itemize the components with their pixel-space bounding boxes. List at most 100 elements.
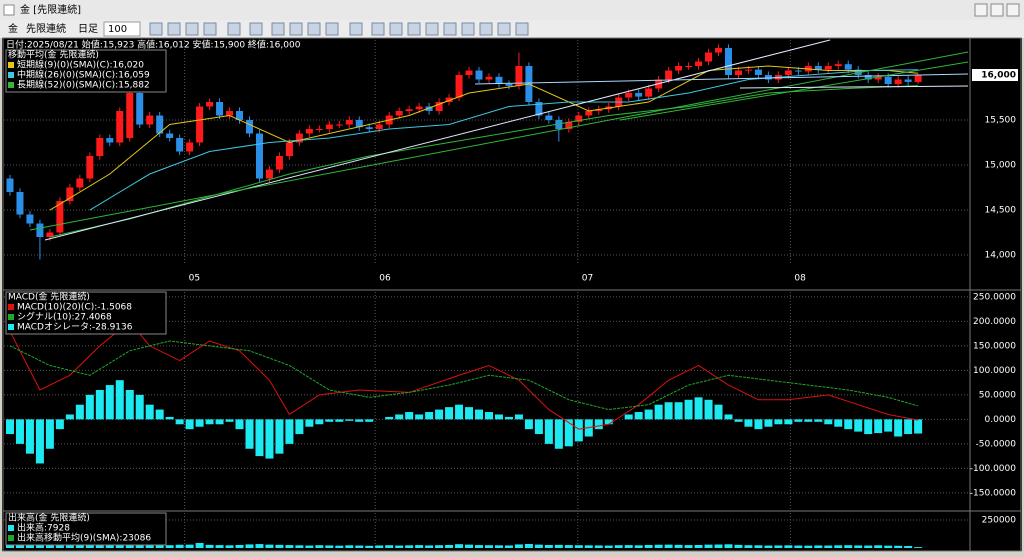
candle-body — [126, 93, 134, 139]
volume-bar — [764, 545, 773, 548]
volume-bar — [225, 545, 234, 548]
candle-body — [305, 129, 313, 134]
oscillator-bar — [664, 402, 673, 420]
volume-bar — [55, 544, 64, 548]
y-tick-label: 15,000 — [985, 161, 1017, 171]
oscillator-bar — [435, 409, 444, 420]
oscillator-bar — [205, 419, 214, 425]
contract[interactable]: 先限連続 — [26, 22, 66, 35]
chrome: 金 [先限連続] 金 先限連続 日足 100 — [0, 0, 1024, 38]
candle-body — [505, 84, 513, 86]
legend-box — [5, 512, 167, 546]
oscillator-bar — [774, 419, 783, 425]
oscillator-bar — [734, 419, 743, 422]
legend-swatch — [8, 72, 14, 78]
oscillator-bar — [5, 419, 14, 435]
volume-bar — [75, 545, 84, 548]
legend-entry: MACDオシレータ:-28.9136 — [17, 322, 133, 333]
volume-bar — [544, 544, 553, 548]
volume-bar — [95, 544, 104, 548]
oscillator-bar — [884, 419, 893, 432]
candle-body — [255, 133, 263, 179]
volume-bar — [634, 545, 643, 548]
candle-body — [156, 115, 164, 134]
legend-entry: シグナル(10):27.4068 — [17, 311, 112, 323]
oscillator-bar — [335, 419, 344, 422]
candle-body — [784, 70, 792, 76]
candle-body — [675, 66, 683, 71]
volume-bar — [814, 545, 823, 548]
volume-bar — [684, 545, 693, 548]
candle-body — [186, 142, 194, 152]
legend-box — [5, 291, 167, 335]
count-box[interactable] — [103, 21, 141, 37]
close-button[interactable] — [1006, 3, 1020, 17]
oscillator-bar — [624, 414, 633, 420]
volume-bar — [125, 543, 134, 548]
candle-body — [475, 70, 483, 80]
volume-bar — [455, 544, 464, 548]
macd-line — [9, 340, 919, 411]
candle-body — [355, 120, 363, 128]
oscillator-bar — [824, 419, 833, 425]
oscillator-bar — [365, 419, 374, 422]
oscillator-bar — [894, 419, 903, 437]
volume-bar — [724, 544, 733, 548]
volume-bar — [345, 545, 354, 548]
legend-swatch — [8, 304, 14, 310]
legend-swatch — [8, 62, 14, 68]
volume-bar — [534, 544, 543, 548]
volume-bar — [335, 545, 344, 548]
volume-bar — [754, 545, 763, 548]
symbol[interactable]: 金 — [8, 22, 18, 35]
volume-bar — [554, 544, 563, 548]
oscillator-bar — [175, 419, 184, 425]
oscillator-bar — [554, 419, 563, 449]
oscillator-bar — [185, 419, 194, 430]
volume-bar — [295, 545, 304, 548]
period[interactable]: 日足 — [78, 23, 98, 35]
oscillator-bar — [654, 404, 663, 420]
volume-bar — [844, 545, 853, 548]
maximize-button[interactable] — [990, 3, 1004, 17]
volume-bar — [494, 545, 503, 548]
candle-body — [56, 201, 64, 233]
candle-body — [405, 109, 413, 112]
volume-bar — [504, 545, 513, 548]
oscillator-bar — [694, 397, 703, 420]
candle-body — [904, 79, 912, 82]
candle-body — [695, 61, 703, 67]
oscillator-bar — [355, 419, 364, 422]
candle-body — [665, 70, 673, 80]
last-price-label: 16,000 — [981, 71, 1016, 81]
candle-body — [36, 223, 44, 238]
oscillator-bar — [345, 419, 354, 421]
volume-bar — [325, 545, 334, 548]
volume-bar — [285, 545, 294, 548]
volume-bar — [205, 544, 214, 548]
volume-bar — [175, 544, 184, 548]
oscillator-bar — [245, 419, 254, 449]
candle-body — [555, 120, 563, 130]
minimize-button[interactable] — [974, 3, 988, 17]
oscillator-bar — [385, 416, 394, 420]
legend-swatch — [8, 324, 14, 330]
volume-bar — [794, 545, 803, 548]
y-tick-label: -50.0000 — [976, 439, 1017, 449]
candle-body — [66, 187, 74, 202]
y-tick-label: 14,500 — [985, 206, 1017, 216]
volume-bar — [904, 545, 913, 548]
volume-bar — [465, 544, 474, 548]
oscillator-bar — [75, 404, 84, 420]
volume-bar — [15, 545, 24, 548]
oscillator-bar — [105, 385, 114, 420]
volume-bar — [425, 545, 434, 548]
y-tick-label: -150.0000 — [970, 488, 1016, 498]
legend-entry: 短期線(9)(0)(SMA)(C):16,020 — [17, 59, 144, 71]
oscillator-bar — [455, 404, 464, 420]
oscillator-bar — [684, 399, 693, 420]
volume-bar — [774, 545, 783, 548]
count[interactable]: 100 — [108, 24, 127, 35]
volume-bar — [245, 544, 254, 548]
